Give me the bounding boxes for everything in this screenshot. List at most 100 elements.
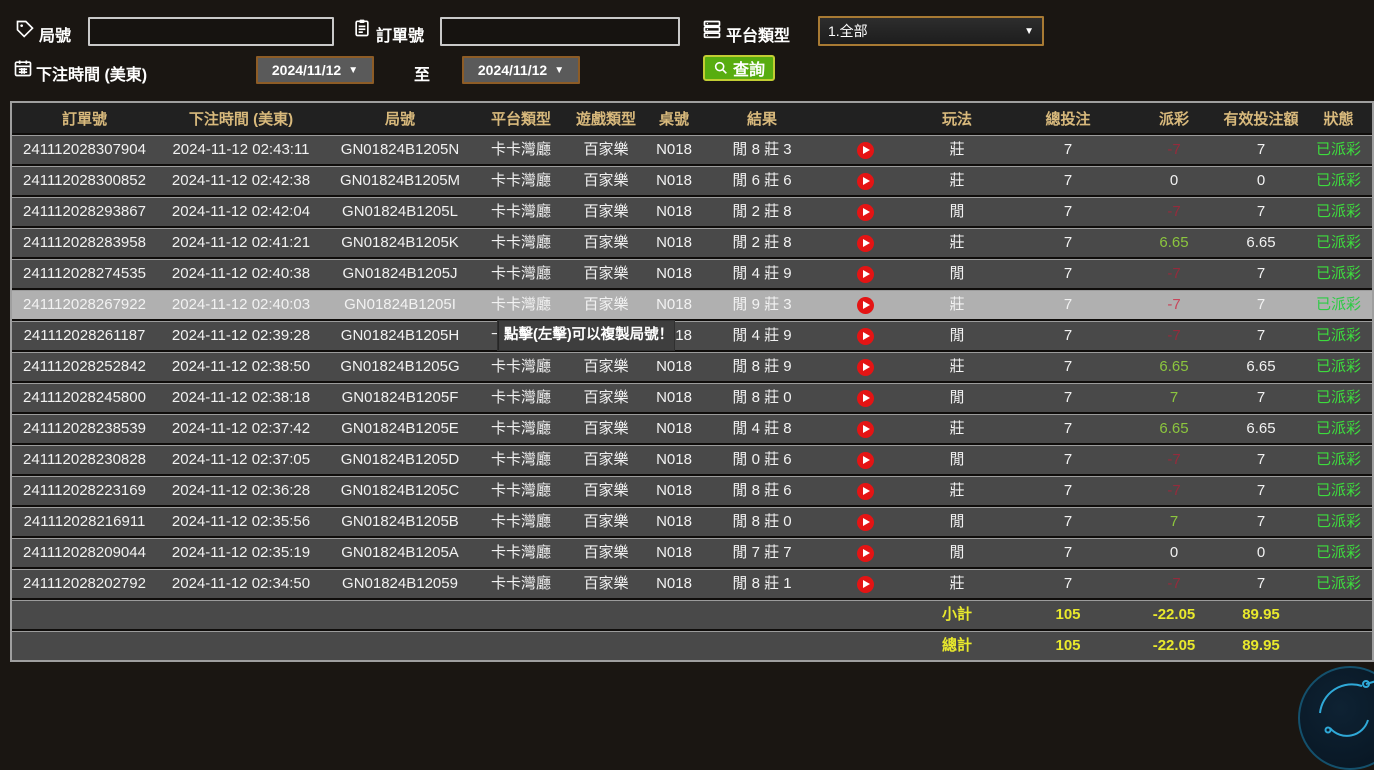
cell-valid-bet: 6.65	[1246, 358, 1276, 375]
cell-order-no: 241112028293867	[23, 203, 146, 220]
table-row[interactable]: 241112028307904 2024-11-12 02:43:11 GN0182…	[12, 135, 1372, 164]
table-row[interactable]: 241112028261187 2024-11-12 02:39:28 GN0182…	[12, 321, 1372, 350]
cell-bet-type: 閒	[949, 389, 965, 406]
table-row[interactable]: 241112028223169 2024-11-12 02:36:28 GN0182…	[12, 476, 1372, 505]
col-payout: 派彩	[1158, 110, 1189, 128]
cell-total-bet: 7	[1063, 544, 1073, 561]
play-icon[interactable]	[856, 141, 874, 159]
search-button[interactable]: 查詢	[703, 55, 776, 81]
cell-replay[interactable]	[821, 353, 909, 381]
col-table-no: 桌號	[658, 110, 689, 128]
cell-status: 已派彩	[1315, 265, 1361, 282]
date-to-picker[interactable]: 2024/11/12 ▼	[462, 56, 580, 84]
cell-replay[interactable]	[821, 446, 909, 474]
calendar-icon	[13, 58, 33, 78]
cell-bet-type: 莊	[949, 141, 965, 158]
cell-status: 已派彩	[1315, 327, 1361, 344]
play-icon[interactable]	[856, 575, 874, 593]
play-icon[interactable]	[856, 544, 874, 562]
table-row[interactable]: 241112028293867 2024-11-12 02:42:04 GN0182…	[12, 197, 1372, 226]
cell-replay[interactable]	[821, 477, 909, 505]
cell-bet-type: 閒	[949, 327, 965, 344]
table-row[interactable]: 241112028252842 2024-11-12 02:38:50 GN0182…	[12, 352, 1372, 381]
grand-total-total-bet: 105	[1055, 637, 1081, 654]
cell-replay[interactable]	[821, 539, 909, 567]
table-row[interactable]: 241112028245800 2024-11-12 02:38:18 GN0182…	[12, 383, 1372, 412]
play-icon[interactable]	[856, 358, 874, 376]
cell-result: 閒 8 莊 6	[732, 482, 792, 499]
filter-bar: 局號 訂單號 平台類型 1.全部 ▼ 下注時間 (美東) 2024/11/12 …	[0, 0, 1374, 100]
grand-total-row: 總計 105 -22.05 89.95	[12, 631, 1372, 660]
play-icon[interactable]	[856, 482, 874, 500]
play-icon[interactable]	[856, 265, 874, 283]
play-icon[interactable]	[856, 513, 874, 531]
play-icon[interactable]	[856, 389, 874, 407]
table-row[interactable]: 241112028202792 2024-11-12 02:34:50 GN0182…	[12, 569, 1372, 598]
cell-bet-time: 2024-11-12 02:38:50	[171, 358, 311, 375]
game-no-input[interactable]	[88, 17, 334, 46]
cell-replay[interactable]	[821, 229, 909, 257]
cell-bet-type: 莊	[949, 234, 965, 251]
play-icon[interactable]	[856, 327, 874, 345]
cell-replay[interactable]	[821, 384, 909, 412]
cell-platform: 卡卡灣廳	[490, 482, 551, 499]
cell-replay[interactable]	[821, 508, 909, 536]
table-row[interactable]: 241112028216911 2024-11-12 02:35:56 GN0182…	[12, 507, 1372, 536]
cell-payout: -7	[1167, 451, 1181, 468]
date-to-separator: 至	[414, 67, 431, 84]
platform-type-select[interactable]: 1.全部 ▼	[818, 16, 1044, 46]
cell-table-no: N018	[656, 296, 692, 313]
cell-valid-bet: 7	[1256, 513, 1266, 530]
table-row[interactable]: 241112028267922 2024-11-12 02:40:03 GN0182…	[12, 290, 1372, 319]
cell-game-no: GN01824B1205L	[342, 203, 458, 220]
play-icon[interactable]	[856, 203, 874, 221]
cell-valid-bet: 7	[1256, 265, 1266, 282]
grand-total-label: 總計	[941, 637, 972, 654]
cell-result: 閒 9 莊 3	[732, 296, 792, 313]
cell-valid-bet: 7	[1256, 575, 1266, 592]
table-row[interactable]: 241112028230828 2024-11-12 02:37:05 GN0182…	[12, 445, 1372, 474]
play-icon[interactable]	[856, 420, 874, 438]
cell-status: 已派彩	[1315, 389, 1361, 406]
date-from-picker[interactable]: 2024/11/12 ▼	[256, 56, 374, 84]
cell-platform: 卡卡灣廳	[490, 389, 551, 406]
cell-payout: -7	[1167, 265, 1181, 282]
order-no-input[interactable]	[440, 17, 680, 46]
cell-table-no: N018	[656, 141, 692, 158]
cell-game-type: 百家樂	[583, 420, 629, 437]
cell-replay[interactable]	[821, 291, 909, 319]
cell-replay[interactable]	[821, 415, 909, 443]
subtotal-total-bet: 105	[1055, 606, 1081, 623]
cell-total-bet: 7	[1063, 172, 1073, 189]
customer-service-float-button[interactable]	[1298, 666, 1374, 770]
play-icon[interactable]	[856, 296, 874, 314]
cell-replay[interactable]	[821, 322, 909, 350]
table-row[interactable]: 241112028300852 2024-11-12 02:42:38 GN0182…	[12, 166, 1372, 195]
col-result: 結果	[746, 110, 777, 128]
cell-replay[interactable]	[821, 570, 909, 598]
cell-payout: -7	[1167, 141, 1181, 158]
play-icon[interactable]	[856, 234, 874, 252]
cell-replay[interactable]	[821, 167, 909, 195]
order-no-label: 訂單號	[376, 28, 425, 45]
cell-bet-time: 2024-11-12 02:34:50	[171, 575, 311, 592]
table-row[interactable]: 241112028274535 2024-11-12 02:40:38 GN0182…	[12, 259, 1372, 288]
cell-game-type: 百家樂	[583, 141, 629, 158]
table-row[interactable]: 241112028283958 2024-11-12 02:41:21 GN0182…	[12, 228, 1372, 257]
play-icon[interactable]	[856, 172, 874, 190]
table-row[interactable]: 241112028238539 2024-11-12 02:37:42 GN0182…	[12, 414, 1372, 443]
cell-platform: 卡卡灣廳	[490, 420, 551, 437]
chevron-down-icon: ▼	[1024, 25, 1034, 37]
cell-replay[interactable]	[821, 198, 909, 226]
cell-payout: 6.65	[1159, 358, 1189, 375]
col-platform: 平台類型	[490, 110, 551, 128]
cell-game-type: 百家樂	[583, 482, 629, 499]
cell-order-no: 241112028307904	[23, 141, 146, 158]
cell-order-no: 241112028238539	[23, 420, 146, 437]
play-icon[interactable]	[856, 451, 874, 469]
table-row[interactable]: 241112028209044 2024-11-12 02:35:19 GN0182…	[12, 538, 1372, 567]
cell-status: 已派彩	[1315, 203, 1361, 220]
cell-replay[interactable]	[821, 260, 909, 288]
cell-order-no: 241112028223169	[23, 482, 146, 499]
cell-replay[interactable]	[821, 136, 909, 164]
